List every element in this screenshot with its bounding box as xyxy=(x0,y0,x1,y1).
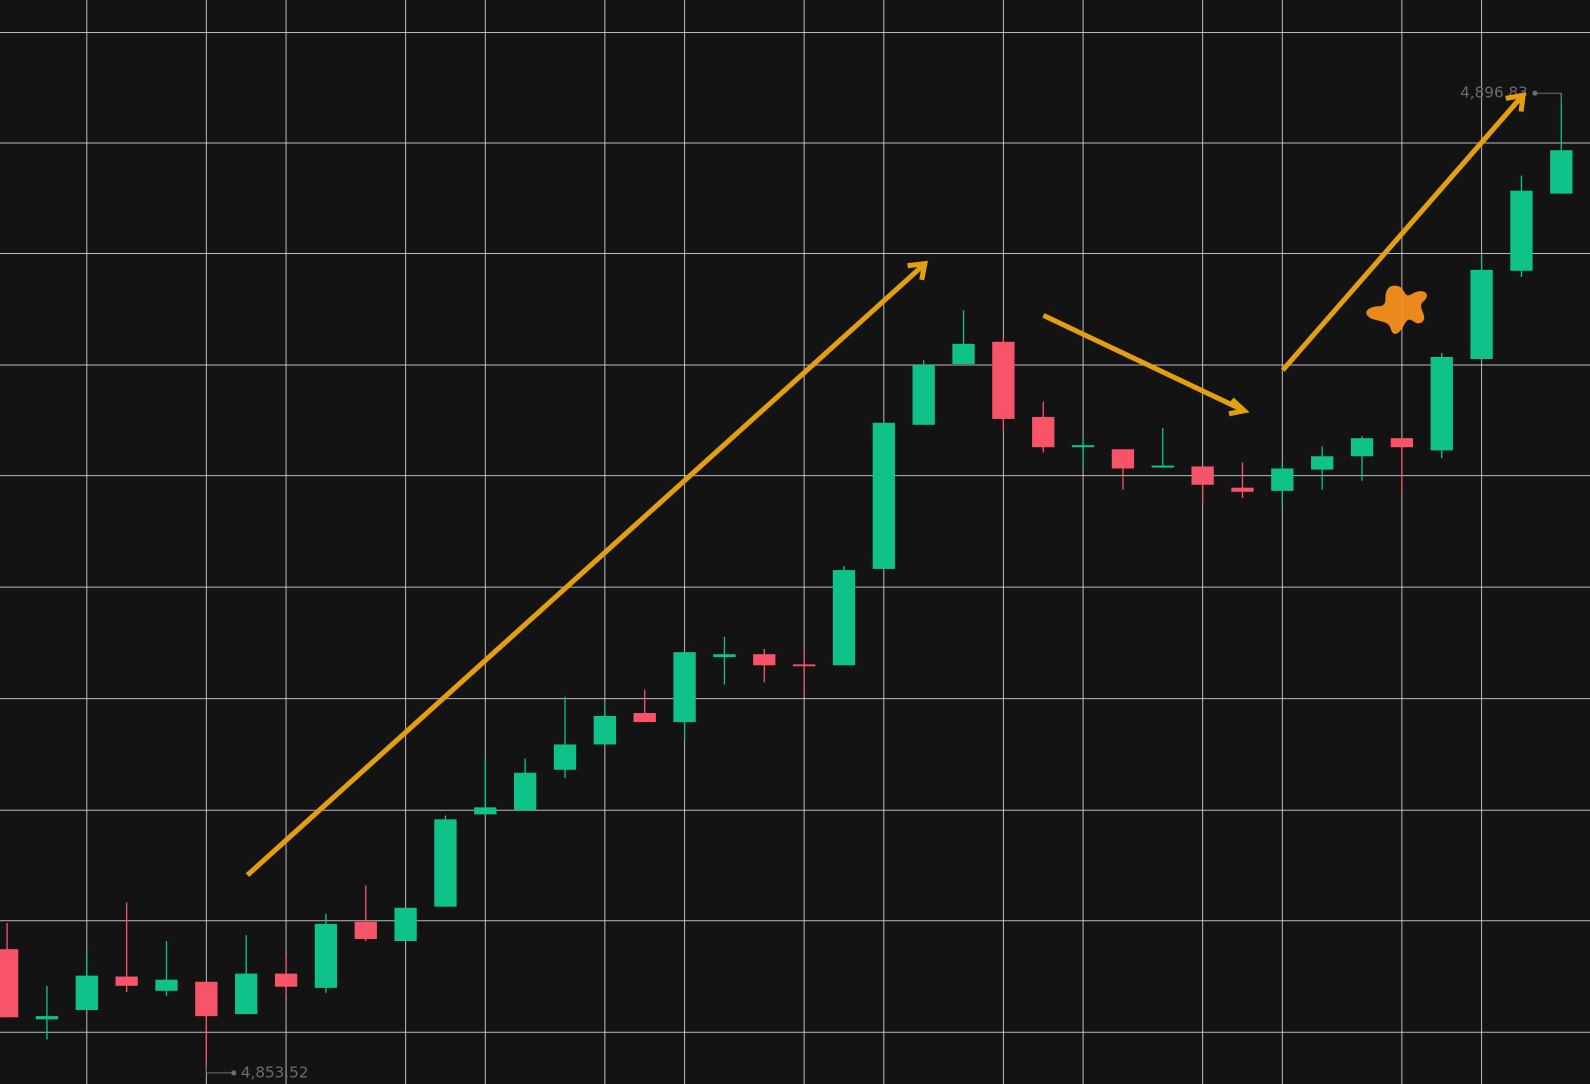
candle-body xyxy=(673,652,696,723)
candle-body xyxy=(115,976,138,986)
candle-body xyxy=(274,973,298,987)
candle-body xyxy=(35,1016,59,1020)
candle-body xyxy=(514,772,537,811)
candle-body xyxy=(1390,438,1414,448)
candles xyxy=(0,93,1573,1073)
label-dot xyxy=(231,1070,237,1076)
trend-arrow-down xyxy=(1042,313,1250,417)
candle-body xyxy=(0,949,19,1018)
candle-body xyxy=(155,979,178,991)
candle-body xyxy=(992,341,1015,419)
candle-body xyxy=(314,923,338,988)
candle-body xyxy=(713,654,736,658)
candle-body xyxy=(1231,487,1254,492)
candle-body xyxy=(593,715,617,745)
trend-arrow-up-2 xyxy=(1280,92,1527,372)
candle-body xyxy=(474,807,497,815)
label-leader xyxy=(205,1064,234,1074)
candle-body xyxy=(1191,466,1214,485)
candle-body xyxy=(1430,356,1453,451)
candle-body xyxy=(1470,269,1493,359)
candle-body xyxy=(1550,150,1573,194)
candle-body xyxy=(952,343,975,364)
candle-body xyxy=(1111,449,1135,469)
candle-body xyxy=(75,975,98,1011)
label-dot xyxy=(1532,90,1538,96)
candle-body xyxy=(1510,190,1533,271)
drawings xyxy=(245,92,1527,877)
candle-body xyxy=(354,921,377,939)
candle-body xyxy=(235,973,258,1015)
candle-body xyxy=(1032,416,1055,448)
low-label: 4,853.52 xyxy=(241,1063,309,1081)
candle-body xyxy=(195,981,218,1017)
candle-body xyxy=(394,907,417,942)
candle-body xyxy=(633,713,656,723)
candle-body xyxy=(553,744,577,770)
candle-body xyxy=(872,422,895,569)
candle-body xyxy=(1350,438,1374,457)
candle-body xyxy=(1071,445,1095,448)
candle-body xyxy=(434,819,457,907)
candle-body xyxy=(753,654,776,666)
star-marker xyxy=(1366,285,1427,334)
candle-body xyxy=(1271,468,1294,491)
candle-body xyxy=(1151,465,1174,468)
candle-body xyxy=(1311,456,1334,470)
candle-body xyxy=(912,365,935,425)
trend-arrow-up-1 xyxy=(245,260,928,877)
candle-body xyxy=(832,570,856,666)
label-leader xyxy=(1534,92,1562,102)
candle-body xyxy=(792,664,816,667)
